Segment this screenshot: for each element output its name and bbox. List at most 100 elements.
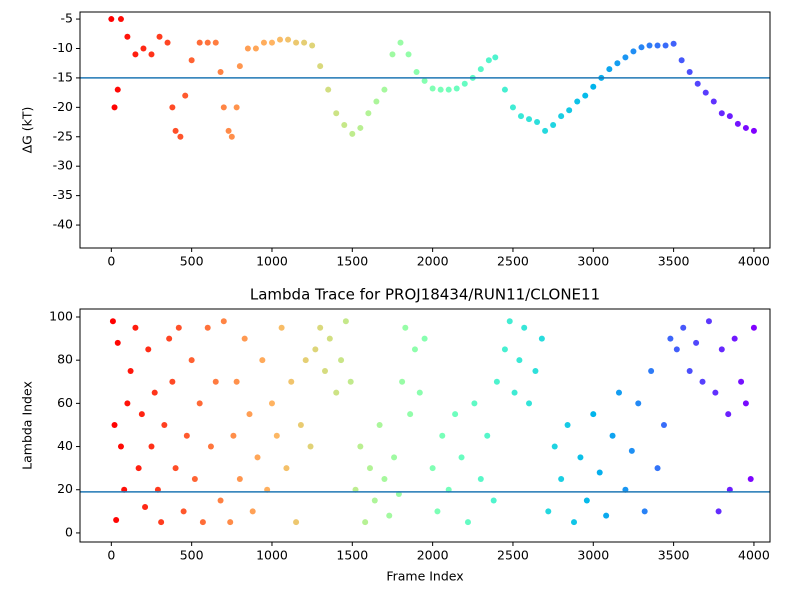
data-point [715, 508, 722, 515]
data-point [490, 497, 497, 504]
data-point [421, 335, 428, 342]
data-point [731, 335, 738, 342]
data-point [217, 69, 224, 76]
data-point [574, 98, 581, 105]
y-tick-label: 0 [65, 524, 73, 539]
data-point [686, 69, 693, 76]
data-point [169, 104, 176, 111]
data-point [114, 339, 121, 346]
data-point [509, 104, 516, 111]
data-point [293, 39, 300, 46]
data-point [212, 378, 219, 385]
data-point [416, 389, 423, 396]
data-point [342, 318, 349, 325]
x-tick-label: 0 [107, 254, 115, 269]
data-point [738, 378, 745, 385]
data-point [413, 69, 420, 76]
data-point [182, 92, 189, 99]
data-point [230, 432, 237, 439]
x-tick-label: 4000 [738, 548, 770, 563]
data-point [207, 443, 214, 450]
x-tick-label: 1000 [256, 254, 288, 269]
data-point [325, 86, 332, 93]
data-point [526, 400, 533, 407]
data-point [564, 421, 571, 428]
data-point [673, 346, 680, 353]
axes-frame [79, 308, 771, 543]
data-point [532, 367, 539, 374]
data-point [309, 42, 316, 49]
data-point [124, 400, 131, 407]
data-point [429, 85, 436, 92]
data-point [341, 121, 348, 128]
data-point [140, 45, 147, 52]
data-point [111, 104, 118, 111]
data-point [117, 16, 124, 23]
y-tick-label: -5 [61, 11, 73, 26]
data-point [172, 127, 179, 134]
data-point [357, 443, 364, 450]
data-point [278, 324, 285, 331]
data-point [742, 400, 749, 407]
data-point [288, 378, 295, 385]
y-tick-label: 20 [57, 481, 73, 496]
data-point [712, 389, 719, 396]
data-point [389, 51, 396, 58]
data-point [506, 318, 513, 325]
data-point [582, 92, 589, 99]
data-point [196, 39, 203, 46]
data-point [493, 378, 500, 385]
data-point [464, 519, 471, 526]
y-tick-label: 80 [57, 352, 73, 367]
data-point [132, 324, 139, 331]
data-point [317, 63, 324, 70]
y-tick-label: -20 [53, 99, 73, 114]
data-point [453, 85, 460, 92]
data-point [641, 508, 648, 515]
data-point [220, 318, 227, 325]
data-point [113, 516, 120, 523]
x-tick-label: 2500 [497, 548, 529, 563]
data-point [710, 98, 717, 105]
data-point [317, 324, 324, 331]
data-point [452, 411, 459, 418]
y-tick-label: -35 [53, 187, 73, 202]
data-point [381, 86, 388, 93]
data-point [622, 54, 629, 61]
data-point [551, 443, 558, 450]
data-point [109, 318, 116, 325]
data-point [285, 36, 292, 43]
y-axis-label: ΔG (kT) [20, 107, 35, 154]
data-point [577, 454, 584, 461]
data-point [411, 346, 418, 353]
data-point [635, 400, 642, 407]
data-point [545, 508, 552, 515]
data-point [166, 335, 173, 342]
data-point [501, 86, 508, 93]
data-point [381, 475, 388, 482]
data-point [199, 519, 206, 526]
data-point [699, 378, 706, 385]
data-point [596, 469, 603, 476]
data-point [726, 113, 733, 120]
data-point [630, 48, 637, 55]
data-point [702, 89, 709, 96]
data-point [169, 378, 176, 385]
data-point [678, 57, 685, 64]
data-point [145, 346, 152, 353]
data-point [188, 357, 195, 364]
data-point [227, 519, 234, 526]
data-point [249, 508, 256, 515]
data-point [293, 519, 300, 526]
data-point [558, 113, 565, 120]
data-point [254, 454, 261, 461]
data-point [538, 335, 545, 342]
data-point [402, 324, 409, 331]
data-point [566, 107, 573, 114]
data-point [241, 335, 248, 342]
data-point [220, 104, 227, 111]
data-point [164, 39, 171, 46]
data-point [654, 42, 661, 49]
data-point [371, 497, 378, 504]
